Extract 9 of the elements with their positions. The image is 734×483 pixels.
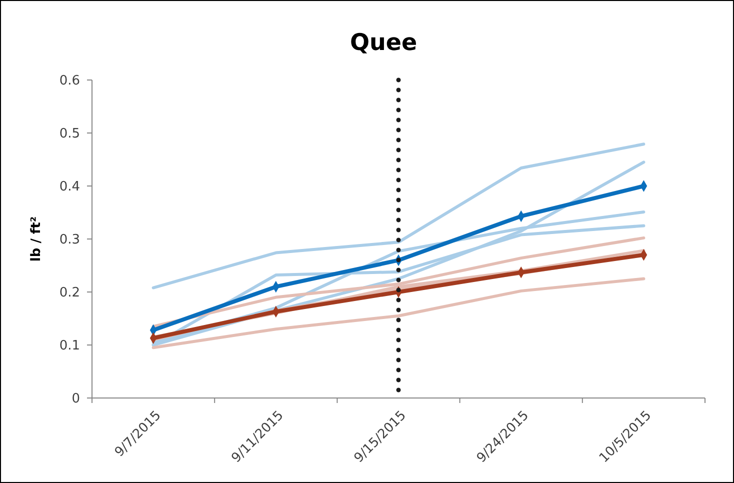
y-tick-label: 0.2	[59, 286, 80, 301]
y-tick-label: 0.6	[59, 74, 80, 89]
chart-title: Quee	[350, 30, 418, 56]
y-tick-label: 0.4	[59, 180, 80, 195]
y-tick-label: 0.1	[59, 338, 80, 354]
y-tick-label: 0	[72, 392, 80, 407]
y-tick-label: 0.5	[59, 126, 80, 142]
y-tick-label: 0.3	[59, 232, 80, 248]
y-axis-title: lb / ft²	[29, 216, 44, 262]
